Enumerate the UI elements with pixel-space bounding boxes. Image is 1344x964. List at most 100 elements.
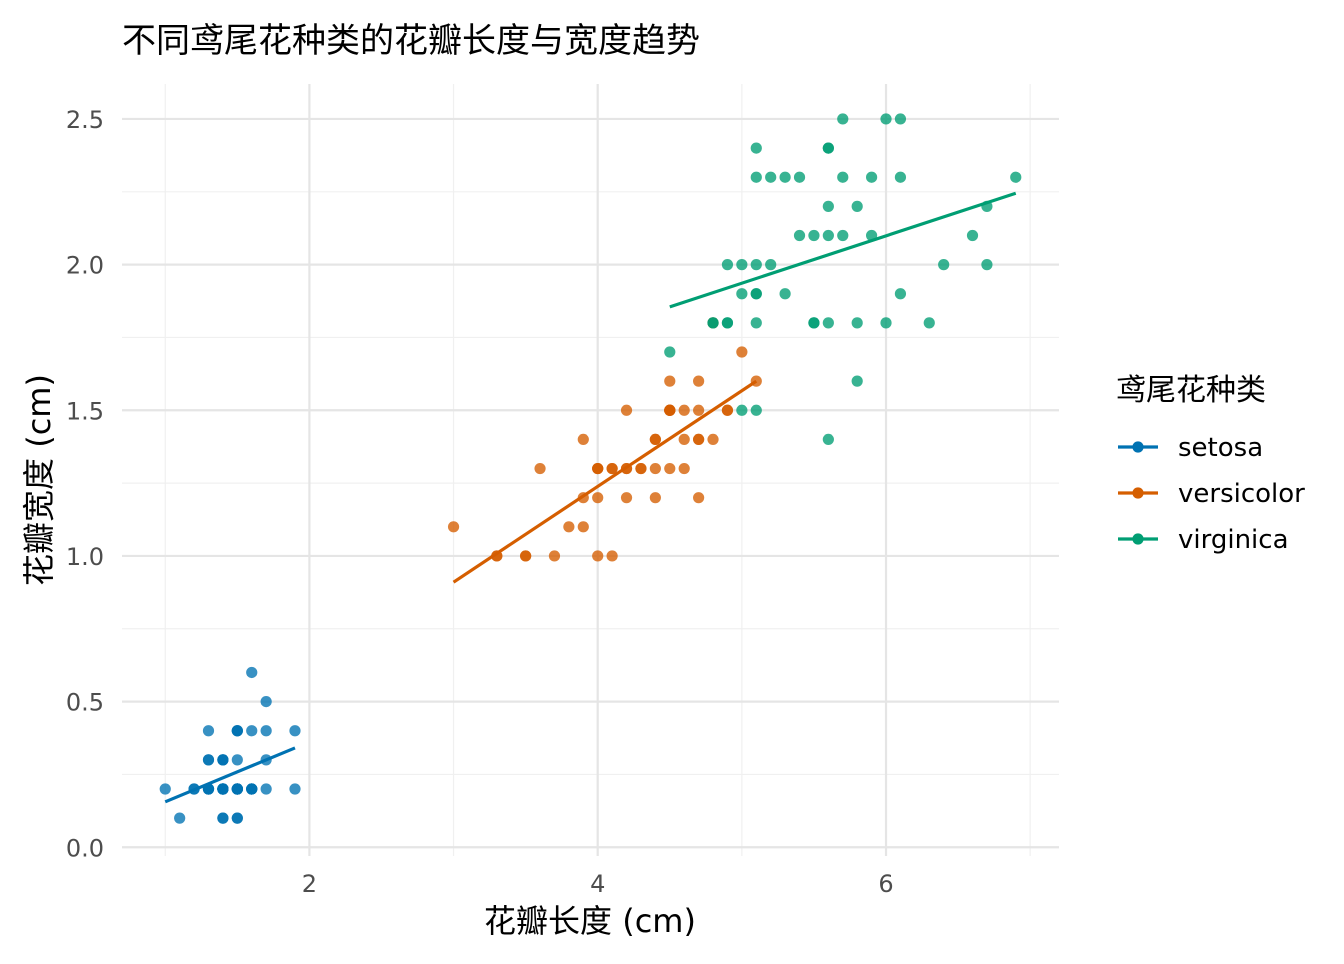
data-point-virginica [851, 200, 863, 212]
y-tick-label: 2.0 [66, 252, 104, 280]
data-point-versicolor [693, 433, 705, 446]
data-point-versicolor [447, 521, 460, 533]
data-point-virginica [837, 113, 849, 125]
data-point-versicolor [577, 492, 589, 504]
y-tick-label: 0.0 [66, 834, 104, 862]
grid [122, 84, 1059, 856]
data-point-virginica [981, 259, 993, 271]
data-point-setosa [260, 783, 272, 795]
x-axis-label: 花瓣长度 (cm) [484, 902, 696, 940]
data-point-virginica [793, 171, 806, 183]
data-point-virginica [822, 317, 834, 329]
data-points [159, 113, 1022, 824]
legend-label: setosa [1178, 433, 1263, 463]
data-point-versicolor [577, 433, 589, 446]
trend-line-setosa [164, 746, 296, 804]
data-point-versicolor [707, 433, 719, 446]
data-point-virginica [866, 229, 878, 242]
trend-line-versicolor [452, 379, 758, 584]
data-point-versicolor [736, 346, 748, 358]
data-point-versicolor [577, 521, 589, 533]
axes: 2 4 6 0.0 0.5 1.0 1.5 2.0 2.5 [66, 106, 894, 898]
data-point-setosa [231, 812, 243, 824]
data-point-virginica [866, 171, 878, 183]
data-point-virginica [808, 229, 820, 242]
data-point-virginica [750, 404, 762, 416]
data-point-setosa [246, 783, 258, 795]
data-point-virginica [736, 259, 748, 271]
data-point-virginica [808, 317, 820, 329]
y-axis-label: 花瓣宽度 (cm) [20, 374, 58, 586]
trend-lines [164, 191, 1017, 804]
data-point-versicolor [693, 375, 705, 387]
data-point-virginica [779, 288, 791, 300]
y-tick-label: 1.5 [66, 397, 104, 425]
legend-key-point [1132, 487, 1144, 499]
data-point-virginica [736, 288, 748, 300]
data-point-virginica [707, 317, 719, 329]
data-point-virginica [822, 200, 834, 212]
data-point-virginica [721, 317, 734, 329]
data-point-setosa [217, 812, 229, 824]
data-point-virginica [880, 113, 892, 125]
data-point-versicolor [635, 462, 647, 475]
data-point-setosa [246, 725, 258, 737]
data-point-setosa [217, 783, 229, 795]
data-point-virginica [750, 317, 762, 329]
data-point-virginica [793, 229, 806, 242]
data-point-versicolor [491, 550, 503, 562]
data-point-virginica [894, 171, 907, 183]
data-point-virginica [894, 288, 907, 300]
data-point-versicolor [520, 550, 532, 562]
data-point-virginica [822, 229, 834, 242]
data-point-virginica [765, 259, 777, 271]
data-point-setosa [246, 666, 258, 679]
x-tick-label: 6 [878, 870, 893, 898]
data-point-virginica [822, 433, 834, 446]
legend: 鸢尾花种类 setosa versicolor virginica [1116, 373, 1305, 555]
data-point-versicolor [664, 404, 676, 416]
data-point-virginica [779, 171, 791, 183]
data-point-setosa [231, 783, 243, 795]
data-point-setosa [231, 754, 243, 766]
data-point-setosa [217, 754, 229, 766]
data-point-versicolor [750, 375, 762, 387]
data-point-setosa [202, 783, 215, 795]
data-point-virginica [923, 317, 935, 329]
data-point-virginica [837, 171, 849, 183]
data-point-versicolor [678, 462, 690, 475]
legend-label: versicolor [1178, 479, 1305, 509]
x-tick-label: 2 [302, 870, 317, 898]
data-point-virginica [966, 229, 979, 242]
data-point-versicolor [649, 462, 661, 475]
data-point-versicolor [534, 462, 546, 475]
y-tick-label: 0.5 [66, 689, 104, 717]
x-tick-label: 4 [590, 870, 605, 898]
data-point-setosa [289, 783, 301, 795]
data-point-versicolor [678, 433, 690, 446]
y-tick-label: 2.5 [66, 106, 104, 134]
data-point-virginica [750, 288, 762, 300]
y-tick-label: 1.0 [66, 543, 104, 571]
data-point-virginica [750, 142, 762, 154]
data-point-virginica [894, 113, 907, 125]
data-point-virginica [938, 259, 950, 271]
data-point-virginica [750, 171, 762, 183]
legend-items: setosa versicolor virginica [1118, 433, 1305, 555]
data-point-setosa [174, 812, 186, 824]
data-point-virginica [851, 375, 863, 387]
data-point-versicolor [592, 492, 604, 504]
data-point-versicolor [649, 492, 661, 504]
legend-label: virginica [1178, 525, 1289, 555]
data-point-versicolor [563, 521, 575, 533]
data-point-virginica [664, 346, 676, 358]
data-point-virginica [721, 259, 734, 271]
legend-key-point [1132, 533, 1144, 545]
data-point-virginica [822, 142, 834, 154]
data-point-versicolor [548, 550, 561, 562]
trend-line-virginica [669, 191, 1017, 309]
data-point-versicolor [678, 404, 690, 416]
data-point-virginica [736, 404, 748, 416]
